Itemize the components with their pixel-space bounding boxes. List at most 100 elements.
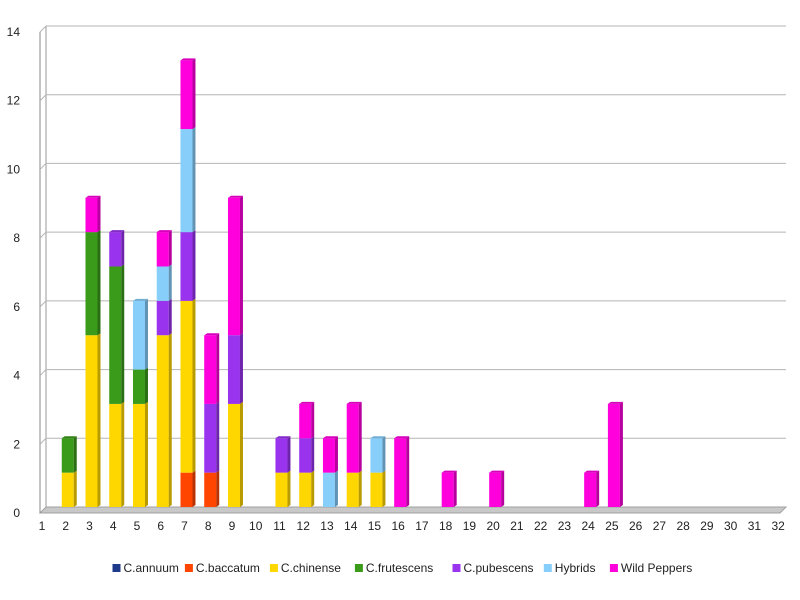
bar-segment (322, 436, 338, 473)
bar-segment (109, 264, 125, 404)
legend-item: C.chinense (269, 561, 341, 575)
bar-top (204, 333, 220, 336)
bar-segment-side (192, 298, 196, 473)
bar-segment-side (239, 195, 243, 336)
bar-segment (61, 470, 77, 507)
x-tick-label: 21 (510, 519, 524, 533)
bar-segment-front (489, 472, 502, 507)
x-tick-label: 22 (534, 519, 548, 533)
bar-segment-front (275, 472, 288, 507)
bar-segment (346, 401, 362, 473)
bar-segment-front (204, 403, 217, 473)
bar-segment (85, 195, 101, 233)
bar-segment-side (501, 470, 505, 507)
legend-label: C.annuum (124, 561, 179, 575)
bar-segment-side (216, 470, 220, 507)
bar-segment-side (168, 230, 172, 267)
bar-segment (180, 470, 196, 507)
x-tick-label: 32 (771, 519, 785, 533)
x-tick-label: 17 (415, 519, 429, 533)
bar-segment (180, 58, 196, 130)
bar-segment-side (121, 264, 125, 404)
legend-swatch (452, 564, 461, 572)
bar-segment-side (97, 333, 101, 507)
bar-segment (584, 470, 600, 507)
gridline-depth (39, 163, 47, 170)
bar-segment (441, 470, 457, 507)
bar-segment-front (204, 472, 217, 507)
legend-label: Hybrids (555, 561, 596, 575)
bar-segment-front (584, 472, 597, 507)
bar-segment-front (109, 403, 122, 507)
bar-segment-side (168, 298, 172, 336)
x-tick-label: 20 (486, 519, 500, 533)
bar-segment-front (227, 335, 240, 404)
bar-segment (204, 470, 220, 507)
bar-top (607, 401, 623, 404)
x-axis-tick-labels: 1 2 3 4 5 6 7 8 9 10 11 12 13 14 15 16 17 18 19 20 21 22 23 24 2… (39, 519, 785, 533)
bar-top (85, 195, 101, 198)
bar-segment-side (168, 264, 172, 301)
bar-top (109, 230, 125, 233)
legend-label: C.frutescens (366, 561, 433, 575)
x-tick-label: 19 (463, 519, 477, 533)
bar-segment-front (85, 197, 98, 233)
bar-segment (204, 333, 220, 404)
bar-segment-side (334, 436, 338, 473)
gridline-depth (39, 231, 47, 239)
bar-segment-side (73, 436, 77, 473)
gridline-depth (39, 437, 47, 445)
bar-top (227, 195, 243, 198)
bar-segment (275, 436, 291, 473)
bar-segment-front (441, 472, 454, 507)
x-tick-label: 4 (110, 519, 117, 533)
legend-label: C.chinense (281, 561, 341, 575)
x-tick-label: 25 (605, 519, 619, 533)
bar-segment-side (239, 333, 243, 404)
bar-top (132, 298, 148, 301)
bar-segment-side (192, 230, 196, 301)
bar-segment-front (132, 403, 145, 507)
x-tick-label: 28 (676, 519, 690, 533)
bar-top (180, 58, 196, 61)
y-tick-label: 10 (7, 162, 21, 176)
gridline-depth (39, 25, 47, 33)
x-tick-label: 6 (157, 519, 164, 533)
bar-segment-front (156, 266, 169, 301)
bar-segment-side (192, 127, 196, 233)
x-tick-label: 31 (748, 519, 762, 533)
bar-segment-front (299, 403, 312, 439)
bar-segment-front (180, 129, 193, 233)
bar-segment-side (168, 333, 172, 507)
bar-segment (61, 436, 77, 473)
bar-segment (322, 470, 338, 507)
y-tick-label: 12 (7, 94, 21, 108)
bar-segment (180, 230, 196, 301)
y-tick-label: 2 (13, 437, 20, 451)
x-tick-label: 27 (653, 519, 667, 533)
bar-segment-front (61, 472, 74, 507)
bar-segment-front (85, 232, 98, 336)
bar-segment-front (322, 438, 335, 473)
legend-swatch (184, 564, 193, 572)
bar-segment-front (204, 335, 217, 404)
bar-segment-front (61, 438, 74, 473)
bar-segment-front (132, 369, 145, 404)
legend-label: Wild Peppers (621, 561, 692, 575)
gridline-depth (39, 300, 47, 308)
bar-segment-side (358, 401, 362, 473)
x-tick-label: 30 (724, 519, 738, 533)
bar-segment-side (358, 470, 362, 507)
bar-top (156, 230, 172, 233)
bar-segment-front (156, 335, 169, 507)
legend-label: C.baccatum (196, 561, 260, 575)
x-tick-label: 12 (297, 519, 311, 533)
bar-segment-side (216, 401, 220, 473)
x-tick-label: 5 (134, 519, 141, 533)
bar-segment (489, 470, 505, 507)
bar-segment-side (121, 401, 125, 507)
bar-segment-side (596, 470, 600, 507)
bar-top (275, 436, 291, 439)
x-tick-label: 24 (581, 519, 595, 533)
bar-segment-side (192, 58, 196, 130)
